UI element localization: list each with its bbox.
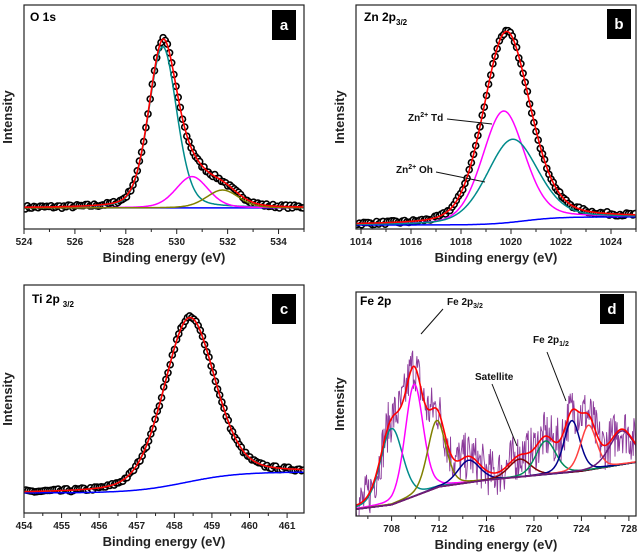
plot-frame bbox=[355, 4, 637, 230]
x-tick-label: 1024 bbox=[600, 237, 623, 248]
x-tick-label: 455 bbox=[53, 521, 70, 532]
component-peak-line bbox=[356, 383, 636, 510]
annotation-pointer-line bbox=[446, 118, 493, 125]
x-tick-label: 460 bbox=[241, 521, 258, 532]
plot-area bbox=[24, 312, 304, 496]
peak-annotation: Satellite bbox=[475, 372, 514, 383]
panel-label-box bbox=[600, 294, 624, 324]
y-axis-label: Intensity bbox=[332, 90, 347, 144]
panel-title-subscript: 3/2 bbox=[396, 18, 408, 27]
component-peak-line bbox=[356, 430, 636, 511]
panel-title-main: Ti 2p bbox=[32, 292, 60, 306]
background-line bbox=[356, 216, 636, 226]
panel-c: 454 455 456 457 458 459 460 461 Binding energy (… bbox=[0, 284, 305, 549]
peak-annotation: Zn2+ Oh bbox=[396, 164, 433, 176]
x-tick-label: 530 bbox=[168, 237, 185, 248]
x-tick-label: 1022 bbox=[550, 237, 573, 248]
x-tick-label: 457 bbox=[128, 521, 145, 532]
annotation-pointer-line bbox=[491, 383, 518, 447]
annotation-text: Zn bbox=[408, 113, 420, 124]
plot-area bbox=[356, 26, 636, 229]
x-tick-label: 528 bbox=[117, 237, 134, 248]
annotation-text-suffix: Oh bbox=[416, 165, 433, 176]
panel-label: c bbox=[280, 301, 288, 318]
plot-area bbox=[24, 33, 304, 213]
x-tick-label: 526 bbox=[67, 237, 84, 248]
x-tick-label: 716 bbox=[478, 524, 495, 535]
raw-data-line bbox=[356, 350, 636, 516]
panel-label-box bbox=[272, 294, 296, 324]
panel-title-main: Zn 2p bbox=[364, 10, 396, 24]
y-axis-label: Intensity bbox=[0, 372, 15, 426]
x-tick-label: 461 bbox=[279, 521, 296, 532]
x-tick-label: 524 bbox=[16, 237, 33, 248]
x-tick-label: 712 bbox=[431, 524, 448, 535]
panel-d: 708 712 716 720 724 728 Binding energy (eV) Int… bbox=[332, 291, 638, 552]
annotation-text-suffix: Td bbox=[428, 113, 443, 124]
annotation-subscript: 3/2 bbox=[473, 303, 483, 310]
component-peak-line bbox=[356, 427, 636, 508]
x-tick-label: 1014 bbox=[350, 237, 373, 248]
component-peak-line bbox=[24, 189, 304, 209]
x-tick-label: 532 bbox=[219, 237, 236, 248]
panel-label-box bbox=[272, 10, 296, 40]
y-axis-label: Intensity bbox=[0, 90, 15, 144]
plot-area bbox=[356, 350, 636, 516]
panel-title: Zn 2p3/2 bbox=[364, 10, 408, 27]
annotation-superscript: 2+ bbox=[420, 112, 428, 119]
x-tick-label: 1020 bbox=[500, 237, 523, 248]
peak-annotation: Zn2+ Td bbox=[408, 112, 443, 124]
peak-annotation: Fe 2p1/2 bbox=[533, 335, 569, 348]
annotation-text: Zn bbox=[396, 165, 408, 176]
x-axis-label: Binding energy (eV) bbox=[103, 250, 226, 265]
x-tick-label: 728 bbox=[621, 524, 638, 535]
x-tick-label: 720 bbox=[526, 524, 543, 535]
component-peak-line bbox=[356, 138, 636, 225]
panel-a: 524 526 528 530 532 534 Binding energy (eV) Int… bbox=[0, 4, 305, 265]
x-tick-label: 458 bbox=[166, 521, 183, 532]
panel-title: Ti 2p 3/2 bbox=[32, 292, 74, 309]
panel-b: 1014 1016 1018 1020 1022 1024 Binding energy (… bbox=[332, 4, 637, 265]
x-tick-label: 708 bbox=[383, 524, 400, 535]
x-axis-label: Binding energy (eV) bbox=[435, 537, 558, 552]
annotation-subscript: 1/2 bbox=[559, 341, 569, 348]
background-line bbox=[24, 471, 304, 494]
panel-label: b bbox=[614, 16, 623, 33]
panel-label: d bbox=[607, 301, 616, 318]
annotation-pointer-line bbox=[435, 171, 486, 183]
x-axis-label: Binding energy (eV) bbox=[103, 534, 226, 549]
component-peak-line bbox=[24, 45, 304, 209]
panel-title: O 1s bbox=[30, 10, 56, 24]
panel-title-subscript: 3/2 bbox=[63, 300, 75, 309]
x-tick-label: 456 bbox=[91, 521, 108, 532]
x-tick-label: 1018 bbox=[450, 237, 473, 248]
x-tick-label: 1016 bbox=[400, 237, 423, 248]
panel-label-box bbox=[607, 9, 631, 39]
plot-frame bbox=[355, 291, 637, 517]
panel-title: Fe 2p bbox=[360, 294, 391, 308]
envelope-fit-line bbox=[356, 30, 636, 225]
peak-annotation: Fe 2p3/2 bbox=[447, 297, 483, 310]
x-tick-label: 724 bbox=[573, 524, 590, 535]
x-tick-label: 534 bbox=[270, 237, 287, 248]
envelope-fit-line bbox=[24, 38, 304, 208]
annotation-text: Satellite bbox=[475, 372, 514, 383]
x-axis-label: Binding energy (eV) bbox=[435, 250, 558, 265]
annotation-superscript: 2+ bbox=[408, 164, 416, 171]
envelope-fit-line bbox=[24, 316, 304, 493]
annotation-pointer-line bbox=[546, 351, 567, 402]
envelope-fit-line bbox=[356, 365, 636, 507]
annotation-text: Fe 2p bbox=[447, 297, 473, 308]
annotation-pointer-line bbox=[420, 308, 444, 335]
panel-label: a bbox=[280, 17, 289, 34]
plot-frame bbox=[23, 4, 305, 230]
panel-title-main: Fe 2p bbox=[360, 294, 391, 308]
x-tick-label: 454 bbox=[16, 521, 33, 532]
y-axis-label: Intensity bbox=[332, 377, 347, 431]
panel-title-main: O 1s bbox=[30, 10, 56, 24]
x-tick-label: 459 bbox=[204, 521, 221, 532]
plot-frame bbox=[23, 284, 305, 514]
annotation-text: Fe 2p bbox=[533, 335, 559, 346]
